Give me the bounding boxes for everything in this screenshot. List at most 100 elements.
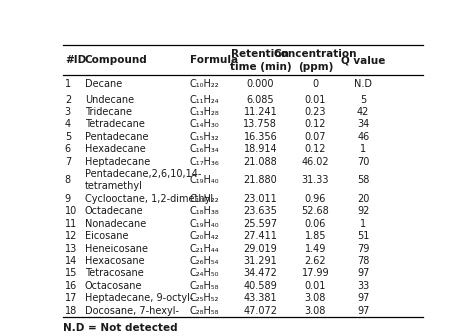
Text: 0.12: 0.12 [305,144,326,154]
Text: 25.597: 25.597 [243,219,277,229]
Text: C₁₇H₃₆: C₁₇H₃₆ [190,157,219,167]
Text: 46: 46 [357,132,369,142]
Text: Nonadecane: Nonadecane [85,219,146,229]
Text: C₁₄H₃₀: C₁₄H₃₀ [190,119,219,129]
Text: Eicosane: Eicosane [85,231,128,241]
Text: 3.08: 3.08 [305,306,326,316]
Text: 42: 42 [357,107,369,117]
Text: Retention
time (min): Retention time (min) [229,49,291,72]
Text: 79: 79 [357,244,369,254]
Text: 13: 13 [65,244,77,254]
Text: 31.291: 31.291 [244,256,277,266]
Text: 0.06: 0.06 [305,219,326,229]
Text: 1.85: 1.85 [305,231,326,241]
Text: Tetradecane: Tetradecane [85,119,145,129]
Text: 13.758: 13.758 [244,119,277,129]
Text: 97: 97 [357,268,369,279]
Text: Heptadecane: Heptadecane [85,157,150,167]
Text: 11: 11 [65,219,77,229]
Text: N.D = Not detected: N.D = Not detected [63,323,178,333]
Text: 31.33: 31.33 [302,175,329,185]
Text: 40.589: 40.589 [244,281,277,291]
Text: 0.01: 0.01 [305,94,326,104]
Text: 21.880: 21.880 [244,175,277,185]
Text: C₁₉H₄₀: C₁₉H₄₀ [190,175,219,185]
Text: Heneicosane: Heneicosane [85,244,148,254]
Text: 1: 1 [360,219,366,229]
Text: 5: 5 [360,94,366,104]
Text: 2: 2 [65,94,71,104]
Text: Hexadecane: Hexadecane [85,144,146,154]
Text: 3: 3 [65,107,71,117]
Text: 23.635: 23.635 [244,206,277,216]
Text: 1.49: 1.49 [305,244,326,254]
Text: 17.99: 17.99 [301,268,329,279]
Text: 43.381: 43.381 [244,293,277,303]
Text: Octadecane: Octadecane [85,206,144,216]
Text: Decane: Decane [85,79,122,89]
Text: 6: 6 [65,144,71,154]
Text: C₁₅H₃₂: C₁₅H₃₂ [190,132,219,142]
Text: 29.019: 29.019 [244,244,277,254]
Text: 27.411: 27.411 [244,231,277,241]
Text: C₁₈H₃₈: C₁₈H₃₈ [190,206,219,216]
Text: C₂₄H₅₀: C₂₄H₅₀ [190,268,219,279]
Text: 11.241: 11.241 [244,107,277,117]
Text: C₁₁H₂₄: C₁₁H₂₄ [190,94,219,104]
Text: 0: 0 [312,79,319,89]
Text: 70: 70 [357,157,369,167]
Text: Compound: Compound [85,55,148,66]
Text: Tetracosane: Tetracosane [85,268,144,279]
Text: C₂₈H₅₈: C₂₈H₅₈ [190,281,219,291]
Text: 2.62: 2.62 [305,256,326,266]
Text: 33: 33 [357,281,369,291]
Text: 0.23: 0.23 [305,107,326,117]
Text: 0.000: 0.000 [246,79,274,89]
Text: C₂₁H₄₄: C₂₁H₄₄ [190,244,219,254]
Text: Tridecane: Tridecane [85,107,132,117]
Text: 0.96: 0.96 [305,194,326,204]
Text: Undecane: Undecane [85,94,134,104]
Text: Pentadecane,2,6,10,14-
tetramethyl: Pentadecane,2,6,10,14- tetramethyl [85,169,201,192]
Text: 52.68: 52.68 [301,206,329,216]
Text: 51: 51 [357,231,369,241]
Text: 18: 18 [65,306,77,316]
Text: 12: 12 [65,231,77,241]
Text: 78: 78 [357,256,369,266]
Text: C₂₈H₅₈: C₂₈H₅₈ [190,306,219,316]
Text: 21.088: 21.088 [244,157,277,167]
Text: 58: 58 [357,175,369,185]
Text: 20: 20 [357,194,369,204]
Text: 16: 16 [65,281,77,291]
Text: 0.01: 0.01 [305,281,326,291]
Text: C₁₉H₄₀: C₁₉H₄₀ [190,219,219,229]
Text: 0.07: 0.07 [305,132,326,142]
Text: C₂₀H₄₂: C₂₀H₄₂ [190,231,219,241]
Text: 0.12: 0.12 [305,119,326,129]
Text: 92: 92 [357,206,369,216]
Text: 47.072: 47.072 [243,306,277,316]
Text: 16.356: 16.356 [244,132,277,142]
Text: 97: 97 [357,306,369,316]
Text: Heptadecane, 9-octyl-: Heptadecane, 9-octyl- [85,293,193,303]
Text: C₁₆H₃₄: C₁₆H₃₄ [190,144,219,154]
Text: Cyclooctane, 1,2-dimethyl: Cyclooctane, 1,2-dimethyl [85,194,213,204]
Text: N.D: N.D [354,79,372,89]
Text: 34: 34 [357,119,369,129]
Text: 4: 4 [65,119,71,129]
Text: 17: 17 [65,293,77,303]
Text: Concentration
(ppm): Concentration (ppm) [273,49,357,72]
Text: 14: 14 [65,256,77,266]
Text: C₁₀H₂₂: C₁₀H₂₂ [190,79,219,89]
Text: 7: 7 [65,157,71,167]
Text: 5: 5 [65,132,71,142]
Text: 97: 97 [357,293,369,303]
Text: 23.011: 23.011 [244,194,277,204]
Text: 1: 1 [65,79,71,89]
Text: Docosane, 7-hexyl-: Docosane, 7-hexyl- [85,306,179,316]
Text: 18.914: 18.914 [244,144,277,154]
Text: 1: 1 [360,144,366,154]
Text: Hexacosane: Hexacosane [85,256,145,266]
Text: Octacosane: Octacosane [85,281,143,291]
Text: 9: 9 [65,194,71,204]
